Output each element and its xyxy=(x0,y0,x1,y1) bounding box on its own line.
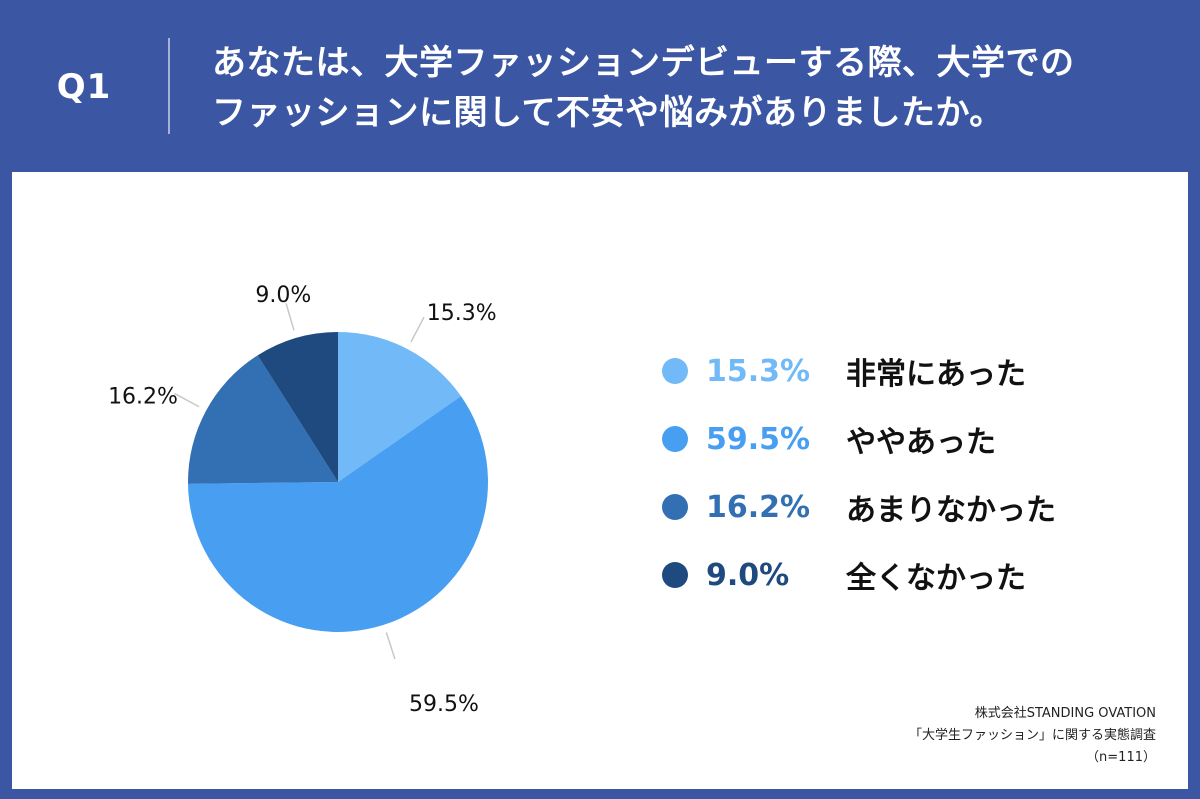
source-sample: （n=111） xyxy=(1086,750,1156,765)
slice-data-label: 9.0% xyxy=(255,283,311,308)
legend-value: 59.5% xyxy=(706,421,811,457)
legend-label: ややあった xyxy=(846,425,996,460)
slice-data-label: 59.5% xyxy=(409,692,479,717)
legend-item: 59.5% ややあった xyxy=(662,405,1056,473)
chart-panel: 15.3% 59.5% 16.2% 9.0% 15.3% 非常にあった 59.5% ややあっ… xyxy=(12,172,1188,789)
legend-swatch xyxy=(662,494,688,520)
question-line-1: あなたは、大学ファッションデビューする際、大学での xyxy=(212,43,1075,83)
legend-label: 全くなかった xyxy=(846,561,1026,596)
source-survey: 「大学生ファッション」に関する実態調査 xyxy=(908,728,1156,743)
slice-data-label: 16.2% xyxy=(108,384,178,409)
pie-slice xyxy=(338,332,461,482)
pie-chart: 15.3% 59.5% 16.2% 9.0% xyxy=(108,283,497,717)
legend-label: あまりなかった xyxy=(846,493,1056,528)
legend-value: 16.2% xyxy=(706,489,811,525)
legend-item: 9.0% 全くなかった xyxy=(662,541,1056,609)
legend-swatch xyxy=(662,358,688,384)
pie-slice xyxy=(257,332,338,482)
slice-data-label: 15.3% xyxy=(427,301,497,326)
legend-swatch xyxy=(662,426,688,452)
slice-leader-line xyxy=(174,392,200,408)
header-divider xyxy=(168,38,170,134)
legend-value: 9.0% xyxy=(706,557,790,593)
slice-leader-line xyxy=(385,632,396,660)
chart-legend: 15.3% 非常にあった 59.5% ややあった 16.2% あまりなかった 9.0% 全くな… xyxy=(662,337,1056,609)
question-text: あなたは、大学ファッションデビューする際、大学での ファッションに関して不安や悩… xyxy=(212,38,1172,138)
legend-item: 15.3% 非常にあった xyxy=(662,337,1056,405)
legend-label: 非常にあった xyxy=(846,357,1026,392)
question-number: Q1 xyxy=(56,67,112,107)
pie-slice xyxy=(188,396,489,632)
slice-leader-line xyxy=(285,303,295,331)
source-company: 株式会社STANDING OVATION xyxy=(974,706,1156,721)
legend-swatch xyxy=(662,562,688,588)
source-note: 株式会社STANDING OVATION 「大学生ファッション」に関する実態調査… xyxy=(909,703,1156,769)
legend-item: 16.2% あまりなかった xyxy=(662,473,1056,541)
pie-slice xyxy=(188,355,338,484)
slice-leader-line xyxy=(410,316,425,343)
legend-value: 15.3% xyxy=(706,353,811,389)
question-line-2: ファッションに関して不安や悩みがありましたか。 xyxy=(212,93,1004,133)
